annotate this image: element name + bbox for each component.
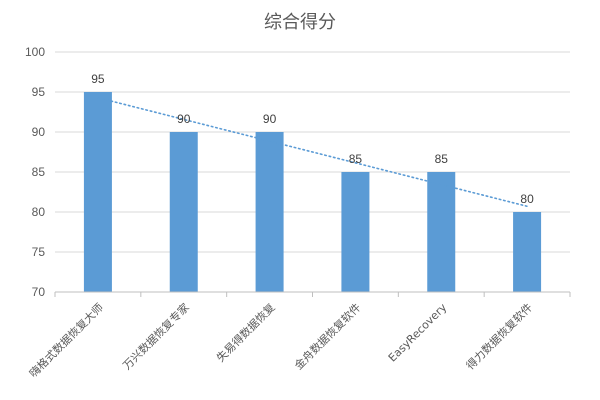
y-tick-label: 85 <box>32 165 46 179</box>
bar <box>341 172 370 292</box>
y-tick-label: 100 <box>25 45 45 59</box>
x-tick-label: 金舟数据恢复软件 <box>291 300 363 372</box>
data-label: 85 <box>435 152 449 166</box>
y-tick-label: 70 <box>32 285 46 299</box>
data-label: 90 <box>263 112 277 126</box>
x-tick-label: 得力数据恢复软件 <box>463 300 535 372</box>
data-label: 85 <box>349 152 363 166</box>
bar <box>427 172 456 292</box>
bar <box>169 132 198 292</box>
x-tick-label: EasyRecovery <box>386 301 450 365</box>
y-tick-label: 80 <box>32 205 46 219</box>
bar <box>83 92 112 292</box>
trendline <box>97 96 528 208</box>
data-label: 80 <box>520 192 534 206</box>
chart-title: 综合得分 <box>264 12 336 33</box>
trendline-group <box>97 96 528 208</box>
y-tick-label: 95 <box>32 85 46 99</box>
gridlines <box>55 51 570 253</box>
data-labels: 95 90 90 85 85 80 <box>91 72 534 206</box>
x-tick-label: 万兴数据恢复专家 <box>120 300 192 372</box>
x-tick-label: 嗨格式数据恢复大师 <box>26 300 106 380</box>
bars <box>83 92 542 292</box>
y-tick-label: 75 <box>32 245 46 259</box>
bar <box>513 212 542 292</box>
x-tick-label: 失易得数据恢复 <box>213 300 277 364</box>
bar <box>255 132 284 292</box>
data-label: 90 <box>177 112 191 126</box>
data-label: 95 <box>91 72 105 86</box>
y-tick-label: 90 <box>32 125 46 139</box>
